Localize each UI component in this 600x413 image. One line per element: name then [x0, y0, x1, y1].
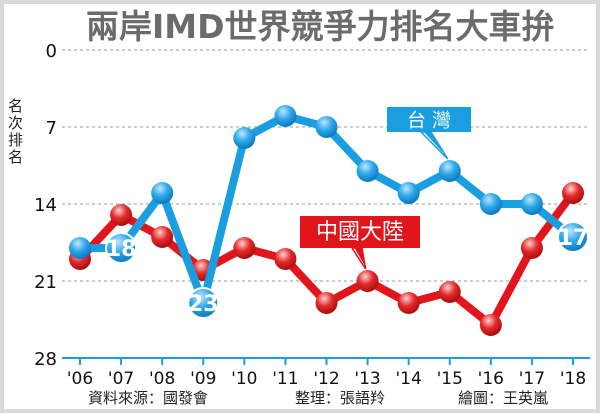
callout-pointer: [419, 131, 449, 160]
footer-source: 資料來源：國發會: [88, 389, 208, 407]
y-tick-label: 14: [34, 195, 57, 216]
data-point: [110, 204, 133, 226]
x-tick-label: '12: [313, 369, 339, 389]
y-axis-label: 名次排名: [6, 98, 24, 166]
y-tick-label: 7: [46, 118, 57, 139]
y-tick-label: 28: [34, 349, 57, 370]
series-label-box: [300, 216, 420, 248]
data-point-labeled: [187, 287, 220, 319]
data-point: [69, 237, 91, 259]
data-point: [233, 237, 256, 259]
callout-pointer-fill: [423, 131, 449, 159]
y-tick-label: 0: [46, 41, 57, 62]
y-tick-label: 21: [34, 272, 57, 293]
data-point: [520, 237, 543, 259]
data-point: [151, 182, 174, 204]
data-point: [397, 182, 420, 204]
data-point-labeled: [105, 232, 138, 264]
x-tick-label: '07: [108, 369, 134, 389]
x-tick-label: '08: [149, 369, 175, 389]
data-point: [438, 281, 461, 303]
data-point: [479, 314, 502, 336]
x-tick-label: '11: [272, 369, 298, 389]
x-tick-label: '14: [396, 369, 422, 389]
x-tick-label: '15: [437, 369, 463, 389]
data-point: [438, 160, 461, 182]
x-tick-label: '16: [478, 369, 504, 389]
data-point: [233, 127, 256, 149]
data-point: [356, 160, 379, 182]
callout-pointer-fill: [354, 247, 367, 269]
series-label: 中國大陸: [316, 220, 404, 245]
data-point: [274, 248, 297, 270]
data-point: [315, 292, 338, 314]
series-taiwan: 18 23 17 台 灣: [69, 105, 589, 319]
x-tick-label: '09: [190, 369, 216, 389]
footer-illustrator: 繪圖：王英嵐: [458, 389, 548, 407]
data-label: 18: [106, 237, 137, 262]
data-point: [562, 182, 584, 204]
series-label-box: [387, 107, 471, 132]
x-tick-label: '06: [67, 369, 93, 389]
data-point: [479, 193, 502, 215]
data-point: [315, 116, 338, 138]
data-point: [520, 193, 543, 215]
data-point: [356, 270, 379, 292]
x-tick-label: '10: [231, 369, 257, 389]
data-point-labeled: [557, 221, 589, 253]
x-tick-label: '13: [354, 369, 380, 389]
data-point: [151, 226, 174, 248]
data-point: [397, 292, 420, 314]
chart-title: 兩岸IMD世界競爭力排名大車拚: [86, 7, 555, 46]
data-label: 23: [188, 292, 219, 317]
footer-editor: 整理：張語羚: [295, 389, 385, 407]
series-label: 台 灣: [407, 110, 451, 132]
x-tick-label: '17: [519, 369, 545, 389]
data-point: [274, 105, 297, 127]
data-label: 17: [558, 226, 589, 251]
x-tick-label: '18: [560, 369, 586, 389]
